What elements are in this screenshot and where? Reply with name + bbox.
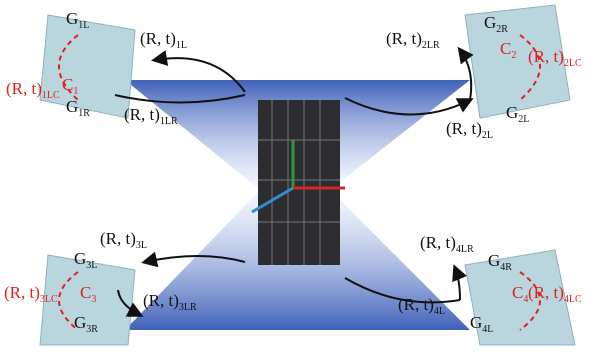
label-subscript: 1L [176, 40, 187, 51]
label-text: G [74, 313, 86, 332]
label: (R, t)2LR [386, 29, 440, 51]
label-text: C [80, 283, 91, 302]
label-text: C [500, 39, 511, 58]
label-subscript: 4LC [564, 294, 582, 305]
label-subscript: 3 [91, 294, 96, 305]
label-text: G [484, 13, 496, 32]
label: G1L [66, 9, 89, 31]
label-subscript: 2 [511, 50, 516, 61]
label-subscript: 2LC [564, 58, 582, 69]
label-subscript: 2L [482, 130, 493, 141]
label-text: (R, t) [143, 291, 179, 310]
label: G4R [488, 251, 512, 273]
label: (R, t)4LC [528, 283, 582, 305]
label: (R, t)2L [446, 119, 493, 141]
label-text: (R, t) [528, 283, 564, 302]
label-text: (R, t) [124, 105, 160, 124]
label-subscript: 1LC [42, 90, 60, 101]
label: (R, t)1L [140, 29, 187, 51]
label-text: G [66, 9, 78, 28]
label-text: (R, t) [386, 29, 422, 48]
label-text: G [470, 313, 482, 332]
label-text: C [62, 75, 73, 94]
label-subscript: 4L [434, 306, 445, 317]
label-text: (R, t) [100, 229, 136, 248]
label-subscript: 2R [496, 24, 508, 35]
label-text: G [74, 249, 86, 268]
label-subscript: 3LC [40, 294, 58, 305]
label: (R, t)3L [100, 229, 147, 251]
label: G3L [74, 249, 97, 271]
label: (R, t)2LC [528, 47, 582, 69]
label-subscript: 3LR [179, 302, 197, 313]
label-text: (R, t) [4, 283, 40, 302]
diagram: G1L G1R C1 (R, t)1LC (R, t)1L (R, t)1LR … [0, 0, 596, 361]
label-subscript: 4L [482, 324, 493, 335]
label-subscript: 2LR [422, 40, 440, 51]
label-text: (R, t) [446, 119, 482, 138]
label-text: (R, t) [140, 29, 176, 48]
label-text: G [66, 97, 78, 116]
label-subscript: 1L [78, 20, 89, 31]
label-text: (R, t) [420, 233, 456, 252]
label-subscript: 4LR [456, 244, 474, 255]
label-subscript: 1 [73, 86, 78, 97]
label-text: (R, t) [6, 79, 42, 98]
label-subscript: 3L [86, 260, 97, 271]
label-subscript: 2L [518, 114, 529, 125]
label-text: (R, t) [528, 47, 564, 66]
label-subscript: 3L [136, 240, 147, 251]
calibration-board [252, 100, 345, 265]
label-text: G [506, 103, 518, 122]
label-subscript: 4R [500, 262, 512, 273]
label-text: (R, t) [398, 295, 434, 314]
label-subscript: 1LR [160, 116, 178, 127]
label-text: C [512, 283, 523, 302]
label: (R, t)4LR [420, 233, 474, 255]
label-text: G [488, 251, 500, 270]
label-subscript: 3R [86, 324, 98, 335]
label-subscript: 1R [78, 108, 90, 119]
